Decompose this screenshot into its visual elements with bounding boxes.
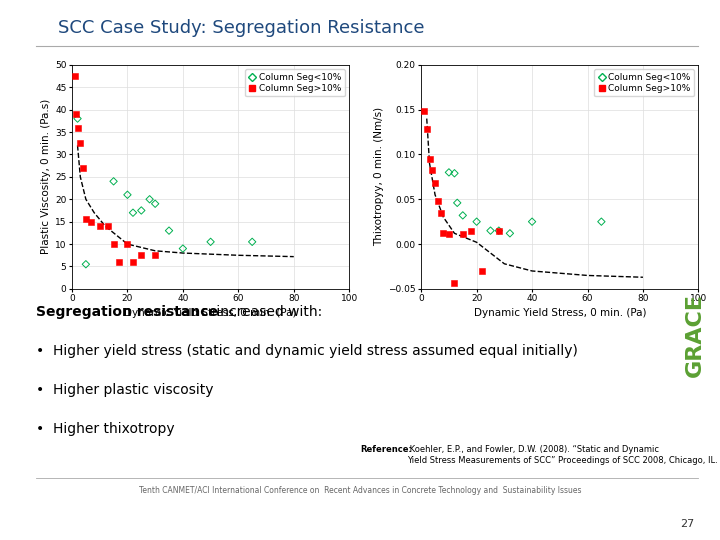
Point bbox=[457, 211, 469, 220]
Point bbox=[86, 217, 97, 226]
Point bbox=[465, 226, 477, 235]
Point bbox=[449, 278, 460, 287]
Point bbox=[204, 238, 216, 246]
Point bbox=[424, 154, 436, 163]
Text: SCC Case Study: Segregation Resistance: SCC Case Study: Segregation Resistance bbox=[58, 19, 424, 37]
Point bbox=[426, 165, 438, 174]
Y-axis label: Plastic Viscosity, 0 min. (Pa.s): Plastic Viscosity, 0 min. (Pa.s) bbox=[41, 99, 51, 254]
Text: Tenth CANMET/ACI International Conference on  Recent Advances in Concrete Techno: Tenth CANMET/ACI International Conferenc… bbox=[139, 486, 581, 495]
Point bbox=[144, 195, 156, 204]
Point bbox=[80, 260, 91, 268]
Point bbox=[485, 226, 496, 235]
Point bbox=[177, 244, 189, 253]
Point bbox=[108, 240, 120, 248]
Point bbox=[438, 229, 449, 238]
Text: GRACE: GRACE bbox=[685, 293, 705, 377]
Point bbox=[127, 258, 139, 266]
Text: increased with:: increased with: bbox=[212, 305, 323, 319]
Legend: Column Seg<10%, Column Seg>10%: Column Seg<10%, Column Seg>10% bbox=[594, 69, 694, 96]
Point bbox=[72, 114, 84, 123]
Point bbox=[94, 222, 106, 231]
Text: 27: 27 bbox=[680, 519, 695, 529]
Point bbox=[443, 230, 455, 239]
Point bbox=[493, 226, 505, 235]
Text: Koehler, E.P., and Fowler, D.W. (2008). “Static and Dynamic
Yield Stress Measure: Koehler, E.P., and Fowler, D.W. (2008). … bbox=[407, 446, 718, 465]
Point bbox=[595, 217, 607, 226]
Point bbox=[449, 169, 460, 178]
Point bbox=[122, 191, 133, 199]
Point bbox=[72, 123, 84, 132]
Point bbox=[526, 217, 538, 226]
Text: Reference:: Reference: bbox=[360, 446, 412, 455]
Point bbox=[77, 164, 89, 172]
Point bbox=[127, 208, 139, 217]
Point bbox=[113, 258, 125, 266]
Point bbox=[108, 177, 120, 186]
Point bbox=[135, 251, 147, 260]
Point bbox=[429, 179, 441, 187]
Point bbox=[122, 240, 133, 248]
Point bbox=[69, 72, 81, 80]
Text: •  Higher thixotropy: • Higher thixotropy bbox=[36, 422, 175, 436]
Point bbox=[75, 139, 86, 147]
Point bbox=[435, 208, 446, 217]
Point bbox=[150, 199, 161, 208]
Point bbox=[443, 168, 455, 177]
Point bbox=[418, 107, 430, 116]
Text: •  Higher plastic viscosity: • Higher plastic viscosity bbox=[36, 383, 214, 397]
Point bbox=[246, 238, 258, 246]
Text: Segregation resistance: Segregation resistance bbox=[36, 305, 218, 319]
Point bbox=[471, 217, 482, 226]
X-axis label: Dynamic Yield Stress, 0 min. (Pa): Dynamic Yield Stress, 0 min. (Pa) bbox=[125, 308, 297, 318]
Point bbox=[421, 125, 433, 134]
Text: •  Higher yield stress (static and dynamic yield stress assumed equal initially): • Higher yield stress (static and dynami… bbox=[36, 344, 578, 358]
Point bbox=[457, 230, 469, 239]
Point bbox=[80, 215, 91, 224]
Point bbox=[504, 229, 516, 238]
Point bbox=[451, 199, 463, 207]
Point bbox=[135, 206, 147, 215]
Legend: Column Seg<10%, Column Seg>10%: Column Seg<10%, Column Seg>10% bbox=[245, 69, 345, 96]
Point bbox=[493, 226, 505, 235]
Y-axis label: Thixotropyy, 0 min. (Nm/s): Thixotropyy, 0 min. (Nm/s) bbox=[374, 107, 384, 246]
Point bbox=[432, 197, 444, 205]
Point bbox=[163, 226, 175, 235]
Point bbox=[477, 267, 488, 275]
Point bbox=[102, 222, 114, 231]
Point bbox=[150, 251, 161, 260]
X-axis label: Dynamic Yield Stress, 0 min. (Pa): Dynamic Yield Stress, 0 min. (Pa) bbox=[474, 308, 646, 318]
Point bbox=[71, 110, 82, 118]
